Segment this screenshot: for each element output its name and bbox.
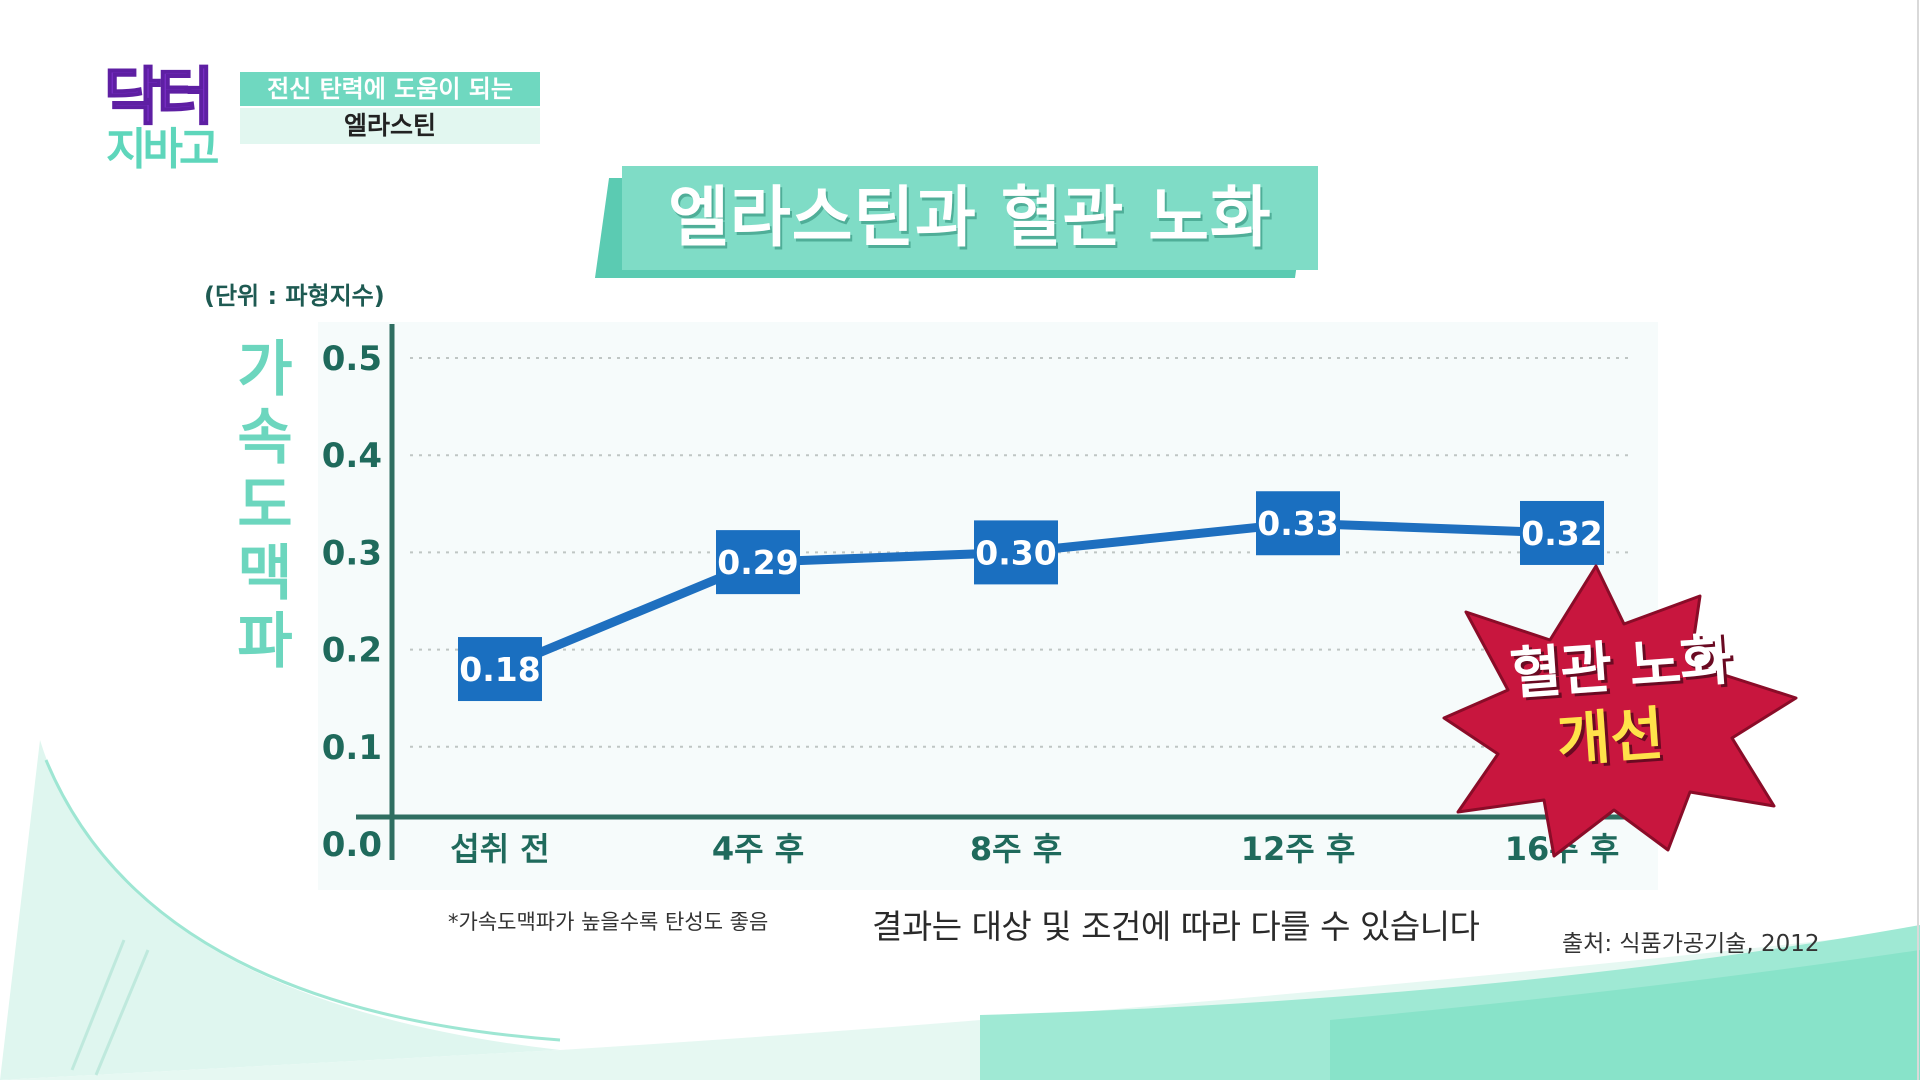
y-tick-label-2: 0.2	[322, 631, 382, 671]
title-banner: 엘라스틴과 혈관 노화	[594, 166, 1318, 278]
callout-text: 혈관 노화 개선	[1440, 560, 1800, 830]
y-tick-label-3: 0.3	[322, 533, 382, 573]
unit-label: (단위 : 파형지수)	[204, 282, 385, 310]
logo-bottom-text: 지바고	[106, 124, 219, 175]
data-labels: 0.18 0.29 0.30 0.33 0.32	[458, 491, 1604, 702]
data-label-1: 0.29	[717, 543, 798, 582]
data-label-box-4	[1520, 500, 1604, 565]
data-label-3: 0.33	[1257, 504, 1338, 543]
data-label-box-2	[974, 520, 1058, 585]
y-tick-label-5: 0.5	[322, 339, 382, 379]
disclaimer-text: 결과는 대상 및 조건에 따라 다를 수 있습니다	[872, 907, 1480, 946]
topic-subtitle: 전신 탄력에 도움이 되는	[240, 72, 540, 106]
data-label-0: 0.18	[459, 650, 540, 689]
data-label-2: 0.30	[975, 533, 1056, 572]
callout-burst	[1442, 564, 1798, 858]
x-tick-label-0: 섭취 전	[450, 830, 549, 868]
logo-top-text: 닥터	[103, 60, 215, 133]
data-label-box-0	[458, 637, 542, 702]
topic-label: 전신 탄력에 도움이 되는 엘라스틴	[240, 72, 540, 144]
y-tick-labels: 0.0 0.1 0.2 0.3 0.4 0.5	[322, 339, 382, 865]
footnote-elasticity: *가속도맥파가 높을수록 탄성도 좋음	[448, 910, 769, 934]
data-label-box-1	[716, 530, 800, 595]
x-tick-label-2: 8주 후	[970, 830, 1062, 868]
data-label-4: 0.32	[1521, 514, 1602, 553]
source-citation: 출처: 식품가공기술, 2012	[1562, 931, 1820, 957]
y-axis-title: 가속도맥파	[237, 335, 293, 677]
y-tick-label-0: 0.0	[322, 825, 382, 865]
y-tick-label-4: 0.4	[322, 436, 382, 476]
data-label-box-3	[1256, 491, 1340, 556]
x-tick-label-1: 4주 후	[712, 830, 804, 868]
show-logo: 닥터 지바고	[103, 60, 234, 176]
plot-background	[318, 322, 1658, 890]
topic-name: 엘라스틴	[240, 108, 540, 144]
chart-title: 엘라스틴과 혈관 노화	[668, 179, 1272, 256]
y-tick-label-1: 0.1	[322, 728, 382, 768]
axes	[356, 324, 1630, 860]
x-tick-label-3: 12주 후	[1241, 830, 1356, 868]
title-banner-box	[622, 166, 1318, 270]
